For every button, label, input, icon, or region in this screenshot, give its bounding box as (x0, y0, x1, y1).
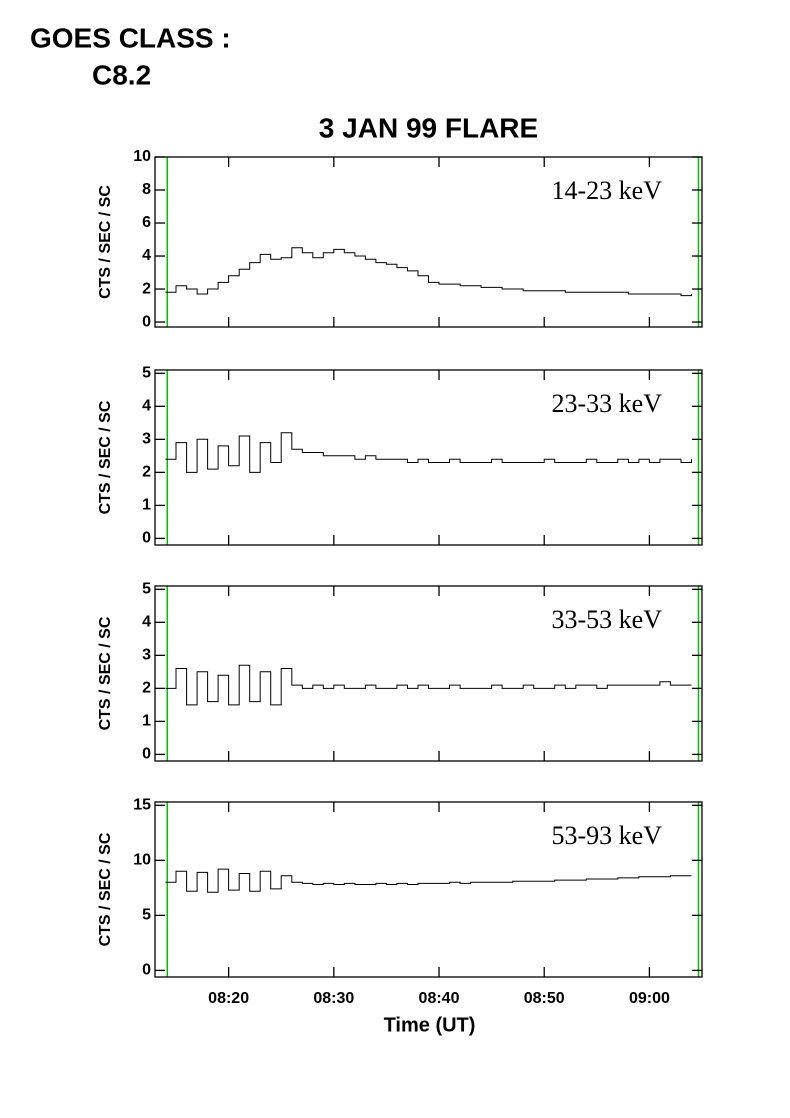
x-tick-label: 09:00 (629, 990, 670, 1007)
plot-frame (154, 585, 703, 762)
x-axis-label: Time (UT) (384, 1014, 476, 1036)
y-tick-label: 1 (142, 497, 151, 514)
y-tick-label: 5 (142, 581, 151, 598)
y-tick-label: 4 (142, 398, 151, 415)
data-line (165, 247, 692, 297)
panel-annotation: 53-93 keV (552, 821, 663, 850)
y-tick-label: 2 (142, 464, 151, 481)
y-tick-label: 5 (142, 365, 151, 382)
y-axis-label: CTS / SEC / SC (97, 616, 114, 730)
data-line (165, 432, 692, 473)
y-tick-label: 0 (142, 313, 151, 330)
y-tick-label: 2 (142, 280, 151, 297)
x-tick-label: 08:50 (524, 990, 565, 1007)
y-tick-label: 8 (142, 181, 151, 198)
y-tick-label: 1 (142, 713, 151, 730)
y-tick-label: 0 (142, 746, 151, 763)
y-tick-label: 2 (142, 680, 151, 697)
data-line (165, 868, 692, 893)
y-tick-label: 5 (142, 907, 151, 924)
panel-annotation: 14-23 keV (552, 176, 663, 205)
panel-annotation: 33-53 keV (552, 605, 663, 634)
chart-title: 3 JAN 99 FLARE (319, 112, 538, 143)
y-axis-label: CTS / SEC / SC (97, 400, 114, 514)
goes-class: C8.2 (92, 59, 151, 90)
y-tick-label: 6 (142, 214, 151, 231)
x-tick-label: 08:40 (419, 990, 460, 1007)
plot-frame (154, 156, 703, 328)
y-tick-label: 0 (142, 530, 151, 547)
y-tick-label: 4 (142, 614, 151, 631)
y-tick-label: 15 (133, 797, 151, 814)
plot-frame (154, 369, 703, 546)
y-axis-label: CTS / SEC / SC (97, 185, 114, 299)
y-tick-label: 4 (142, 247, 151, 264)
y-tick-label: 10 (133, 148, 151, 165)
panel-annotation: 23-33 keV (552, 389, 663, 418)
x-tick-label: 08:30 (313, 990, 354, 1007)
y-tick-label: 10 (133, 852, 151, 869)
y-tick-label: 0 (142, 962, 151, 979)
x-tick-label: 08:20 (208, 990, 249, 1007)
plot-frame (154, 801, 703, 978)
y-tick-label: 3 (142, 647, 151, 664)
y-axis-label: CTS / SEC / SC (97, 832, 114, 946)
data-line (165, 664, 692, 706)
goes-label: GOES CLASS : (30, 22, 231, 53)
y-tick-label: 3 (142, 431, 151, 448)
